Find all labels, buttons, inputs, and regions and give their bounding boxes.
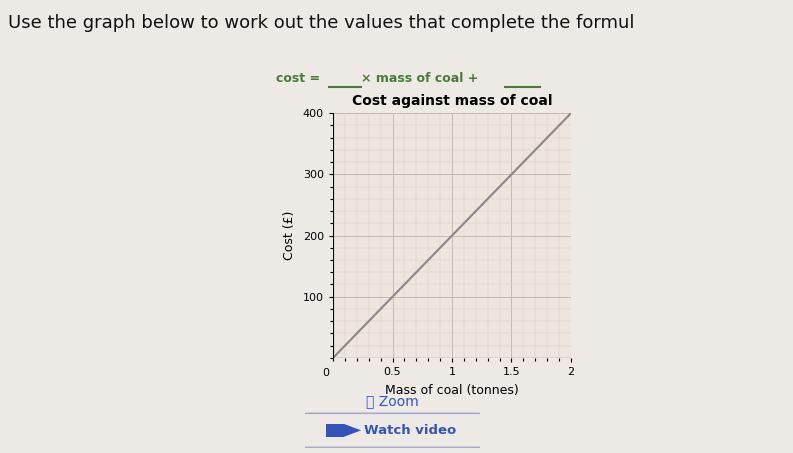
FancyBboxPatch shape [300, 413, 485, 448]
X-axis label: Mass of coal (tonnes): Mass of coal (tonnes) [385, 384, 519, 397]
Text: Use the graph below to work out the values that complete the formul: Use the graph below to work out the valu… [8, 14, 634, 32]
Text: × mass of coal +: × mass of coal + [362, 72, 479, 85]
Text: 0: 0 [323, 368, 329, 378]
Y-axis label: Cost (£): Cost (£) [283, 211, 296, 260]
Text: cost =: cost = [276, 72, 320, 85]
Text: ⌕ Zoom: ⌕ Zoom [366, 394, 419, 408]
Bar [326, 424, 343, 437]
Title: Cost against mass of coal: Cost against mass of coal [352, 94, 552, 108]
Text: Watch video: Watch video [364, 424, 456, 437]
Polygon shape [343, 424, 361, 437]
